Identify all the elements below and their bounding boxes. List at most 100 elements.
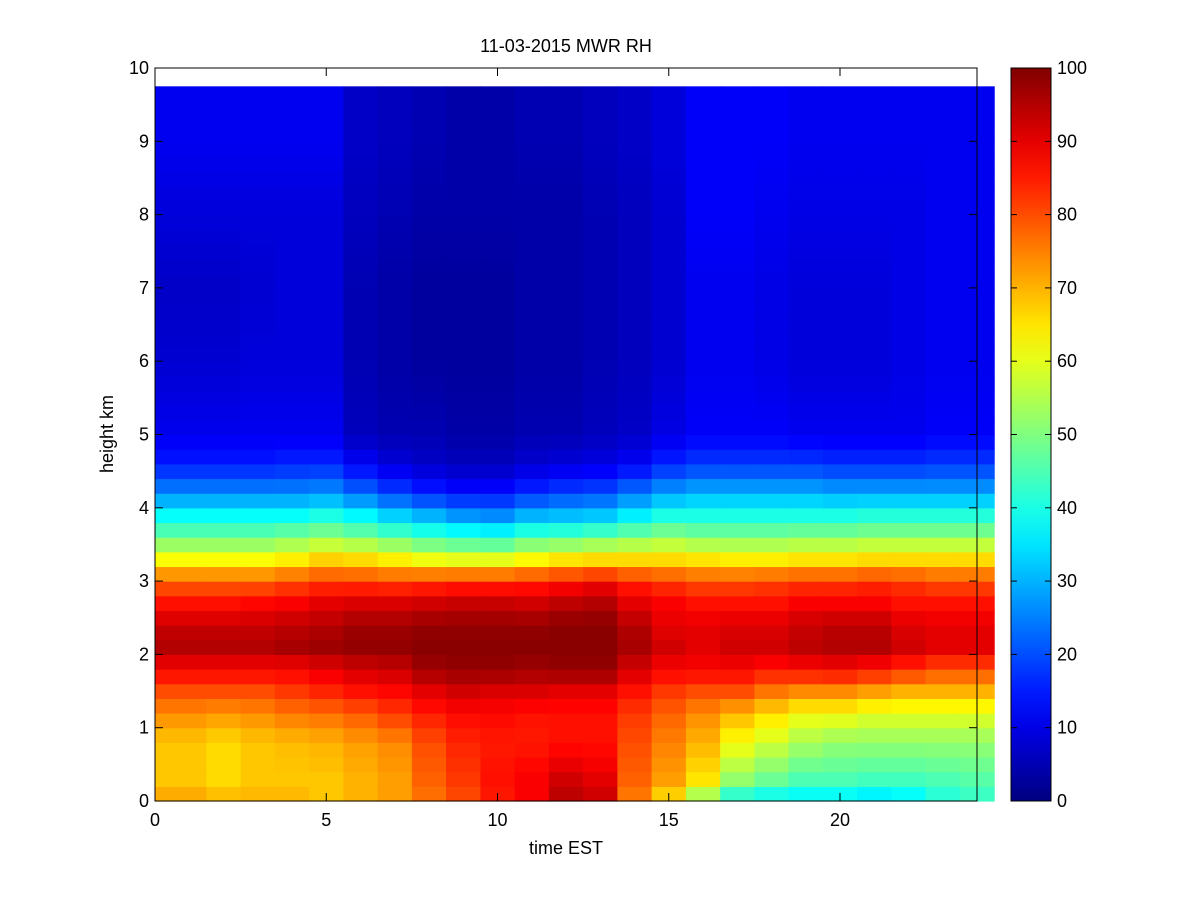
heatmap-cell [822,463,858,480]
heatmap-cell [240,742,276,758]
y-tick-label: 1 [139,718,149,738]
heatmap-cell [925,361,961,377]
heatmap-cell [446,610,481,626]
heatmap-cell [548,185,584,201]
heatmap-cell [891,449,927,465]
heatmap-cell [548,331,584,348]
heatmap-cell [822,551,858,568]
heatmap-cell [788,229,824,245]
heatmap-cell [857,463,892,480]
heatmap-cell [343,229,379,245]
heatmap-cell [411,566,447,582]
heatmap-cell [651,566,687,582]
heatmap-cell [343,419,379,436]
heatmap-cell [309,478,344,494]
heatmap-cell [583,317,618,333]
heatmap-cell [411,243,447,260]
heatmap-cell [309,155,344,172]
heatmap-cell [274,155,310,172]
heatmap-cell [206,713,242,729]
heatmap-cell [822,419,858,436]
heatmap-cell [548,141,584,157]
heatmap-cell [925,566,961,582]
heatmap-cell [651,302,687,318]
heatmap-cell [155,214,207,230]
heatmap-cell [822,331,858,348]
heatmap-cell [720,86,755,113]
heatmap-cell [377,771,413,787]
heatmap-cell [240,493,276,509]
heatmap-cell [651,126,687,142]
heatmap-cell [514,287,550,304]
heatmap-cell [309,727,344,743]
heatmap-cell [822,273,858,289]
heatmap-cell [720,317,755,333]
heatmap-cell [411,273,447,289]
heatmap-cell [548,698,584,714]
heatmap-cell [343,375,379,392]
heatmap-cell [343,683,379,699]
heatmap-cell [274,243,310,260]
heatmap-cell [788,111,824,128]
heatmap-cell [377,610,413,626]
heatmap-cell [685,771,721,787]
heatmap-cell [788,155,824,172]
heatmap-cell [411,229,447,245]
heatmap-cell [411,581,447,597]
heatmap-cell [155,258,207,274]
heatmap-cell [155,185,207,201]
heatmap-cell [240,199,276,216]
heatmap-cell [857,493,892,509]
heatmap-cell [651,361,687,377]
heatmap-cell [411,625,447,641]
heatmap-cell [343,757,379,773]
colorbar-ticks: 0 10 20 30 40 50 60 70 80 90 100 [1011,58,1087,811]
heatmap-cell [583,126,618,142]
heatmap-cell [240,595,276,612]
heatmap-cell [240,507,276,524]
heatmap-cell [857,683,892,699]
heatmap-cell [480,185,516,201]
heatmap-cell [480,771,516,787]
heatmap-cell [548,361,584,377]
heatmap-cell [274,522,310,538]
heatmap-cell [754,771,790,787]
heatmap-cell [925,419,961,436]
heatmap-cell [925,610,961,626]
heatmap-cell [446,126,481,142]
heatmap-cell [651,111,687,128]
heatmap-cell [343,287,379,304]
heatmap-cell [240,537,276,553]
heatmap-cell [514,581,550,597]
heatmap-cell [274,771,310,787]
heatmap-cell [206,478,242,494]
heatmap-cell [754,463,790,480]
heatmap-cell [240,713,276,729]
heatmap-cell [206,698,242,714]
heatmap-cell [685,155,721,172]
heatmap-cell [788,771,824,787]
heatmap-cell [822,713,858,729]
heatmap-cell [651,581,687,597]
heatmap-cell [891,610,927,626]
heatmap-cell [377,522,413,538]
heatmap-cell [155,111,207,128]
heatmap-cell [685,639,721,655]
heatmap-cell [857,654,892,670]
heatmap-cell [206,346,242,362]
heatmap-cell [583,698,618,714]
heatmap-cell [891,317,927,333]
heatmap-cell [617,199,653,216]
heatmap-cell [411,214,447,230]
heatmap-cell [411,126,447,142]
heatmap-cell [617,786,653,802]
heatmap-cell [685,405,721,421]
heatmap-cell [514,185,550,201]
heatmap-cell [754,273,790,289]
heatmap-cell [651,742,687,758]
heatmap-cell [377,669,413,685]
heatmap-cell [685,610,721,626]
heatmap-cell [309,551,344,568]
heatmap-cell [274,449,310,465]
heatmap-cell [720,346,755,362]
